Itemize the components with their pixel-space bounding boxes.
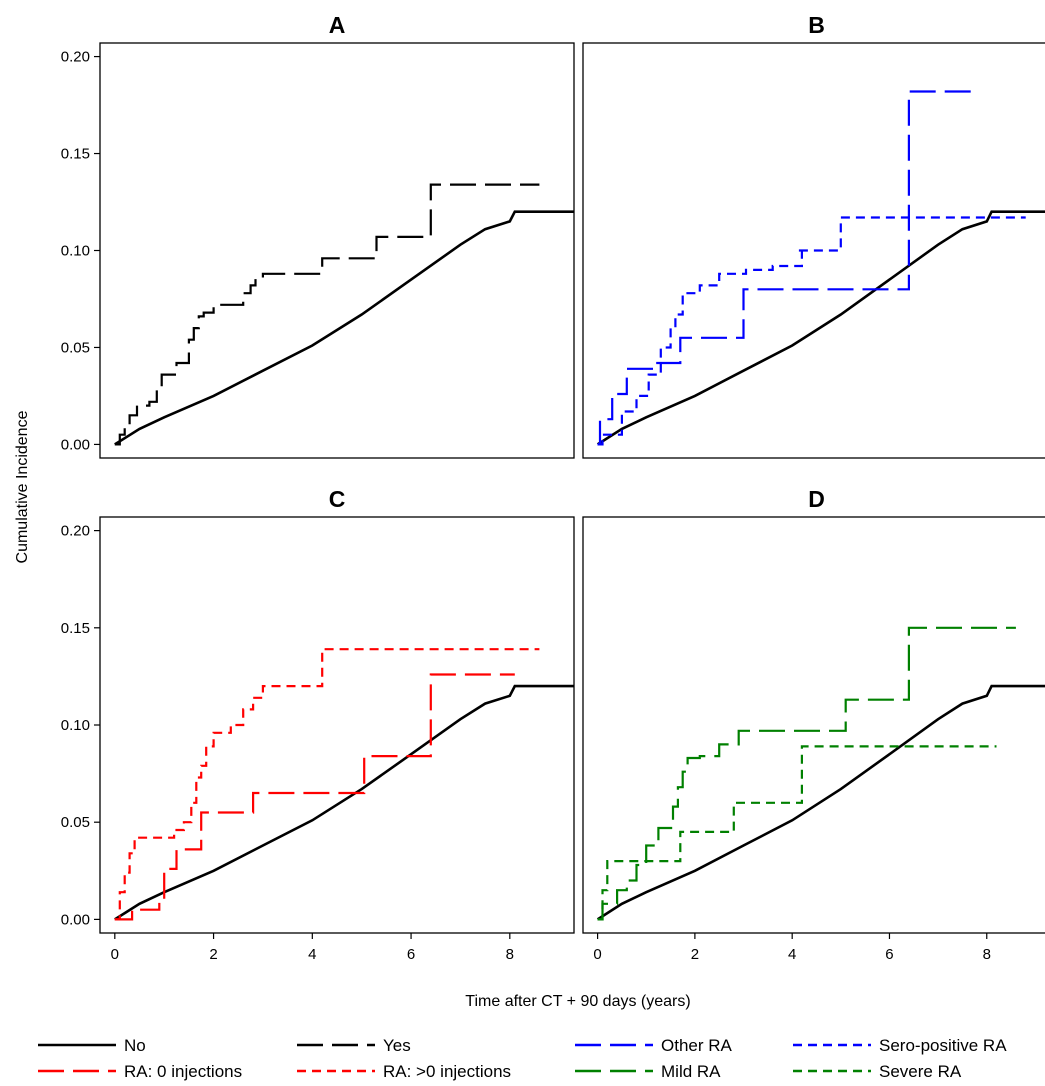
y-tick-label: 0.00 [61, 436, 90, 453]
plot-frame [99, 42, 575, 459]
plot-frame [582, 42, 1045, 459]
plot-frame [582, 516, 1045, 934]
plot-area [114, 648, 574, 921]
plot-area [596, 626, 1045, 921]
legend-label: Sero-positive RA [879, 1036, 1007, 1055]
series-line-other-ra [597, 90, 977, 446]
series-line-severe-ra [597, 745, 997, 921]
y-tick-label: 0.20 [61, 49, 90, 66]
x-tick-label: 6 [885, 946, 893, 963]
legend: No Yes Other RA Sero-positive RA RA: 0 injec… [38, 1036, 1007, 1081]
panel-a: A 0.00 0.05 0.10 0.15 0.20 [61, 12, 575, 459]
x-tick-label: 2 [209, 946, 217, 963]
legend-label: Other RA [661, 1036, 733, 1055]
panel-title: C [329, 486, 346, 512]
series-line-no [596, 210, 1045, 446]
y-tick-label: 0.15 [61, 146, 90, 163]
panel-title: A [329, 12, 346, 38]
panel-title: B [808, 12, 825, 38]
legend-item: Severe RA [793, 1062, 962, 1081]
series-line-no [114, 210, 574, 446]
x-tick-label: 4 [308, 946, 316, 963]
x-tick-label: 8 [506, 946, 514, 963]
panel-d: D 0 2 4 6 8 [582, 486, 1045, 963]
legend-item: RA: >0 injections [297, 1062, 511, 1081]
panels: A 0.00 0.05 0.10 0.15 0.20 B C 0.00 0.05 0.10 0.15 0… [61, 12, 1045, 963]
plot-frame [99, 516, 575, 934]
x-tick-label: 8 [983, 946, 991, 963]
legend-item: No [38, 1036, 146, 1055]
legend-label: Mild RA [661, 1062, 721, 1081]
x-tick-label: 0 [111, 946, 119, 963]
panel-title: D [808, 486, 825, 512]
x-axis-title: Time after CT + 90 days (years) [465, 993, 690, 1010]
series-line-no [114, 684, 574, 921]
panel-c: C 0.00 0.05 0.10 0.15 0.20 0 2 4 6 8 [61, 486, 575, 963]
x-tick-label: 0 [593, 946, 601, 963]
legend-item: Other RA [575, 1036, 733, 1055]
y-tick-label: 0.15 [61, 620, 90, 637]
y-tick-label: 0.00 [61, 911, 90, 928]
y-tick-label: 0.10 [61, 243, 90, 260]
x-tick-label: 2 [691, 946, 699, 963]
panel-b: B [582, 12, 1045, 459]
series-line-sero-positive-ra [597, 216, 1026, 446]
y-tick-label: 0.20 [61, 523, 90, 540]
legend-label: Severe RA [879, 1062, 962, 1081]
series-line-no [596, 684, 1045, 921]
legend-item: RA: 0 injections [38, 1062, 242, 1081]
legend-item: Sero-positive RA [793, 1036, 1007, 1055]
series-line-ra-0-injections [114, 673, 515, 921]
series-line-mild-ra [597, 626, 1016, 921]
legend-label: Yes [383, 1036, 411, 1055]
legend-item: Mild RA [575, 1062, 721, 1081]
plot-area [596, 90, 1045, 446]
y-tick-label: 0.05 [61, 339, 90, 356]
y-tick-label: 0.05 [61, 814, 90, 831]
plot-area [114, 183, 574, 446]
y-axis-title: Cumulative Incidence [14, 410, 31, 563]
legend-item: Yes [297, 1036, 411, 1055]
y-tick-label: 0.10 [61, 717, 90, 734]
series-line-ra-0-injections [114, 648, 540, 921]
series-line-yes [114, 183, 540, 446]
legend-label: RA: 0 injections [124, 1062, 242, 1081]
legend-label: RA: >0 injections [383, 1062, 511, 1081]
x-tick-label: 6 [407, 946, 415, 963]
legend-label: No [124, 1036, 146, 1055]
x-tick-label: 4 [788, 946, 796, 963]
